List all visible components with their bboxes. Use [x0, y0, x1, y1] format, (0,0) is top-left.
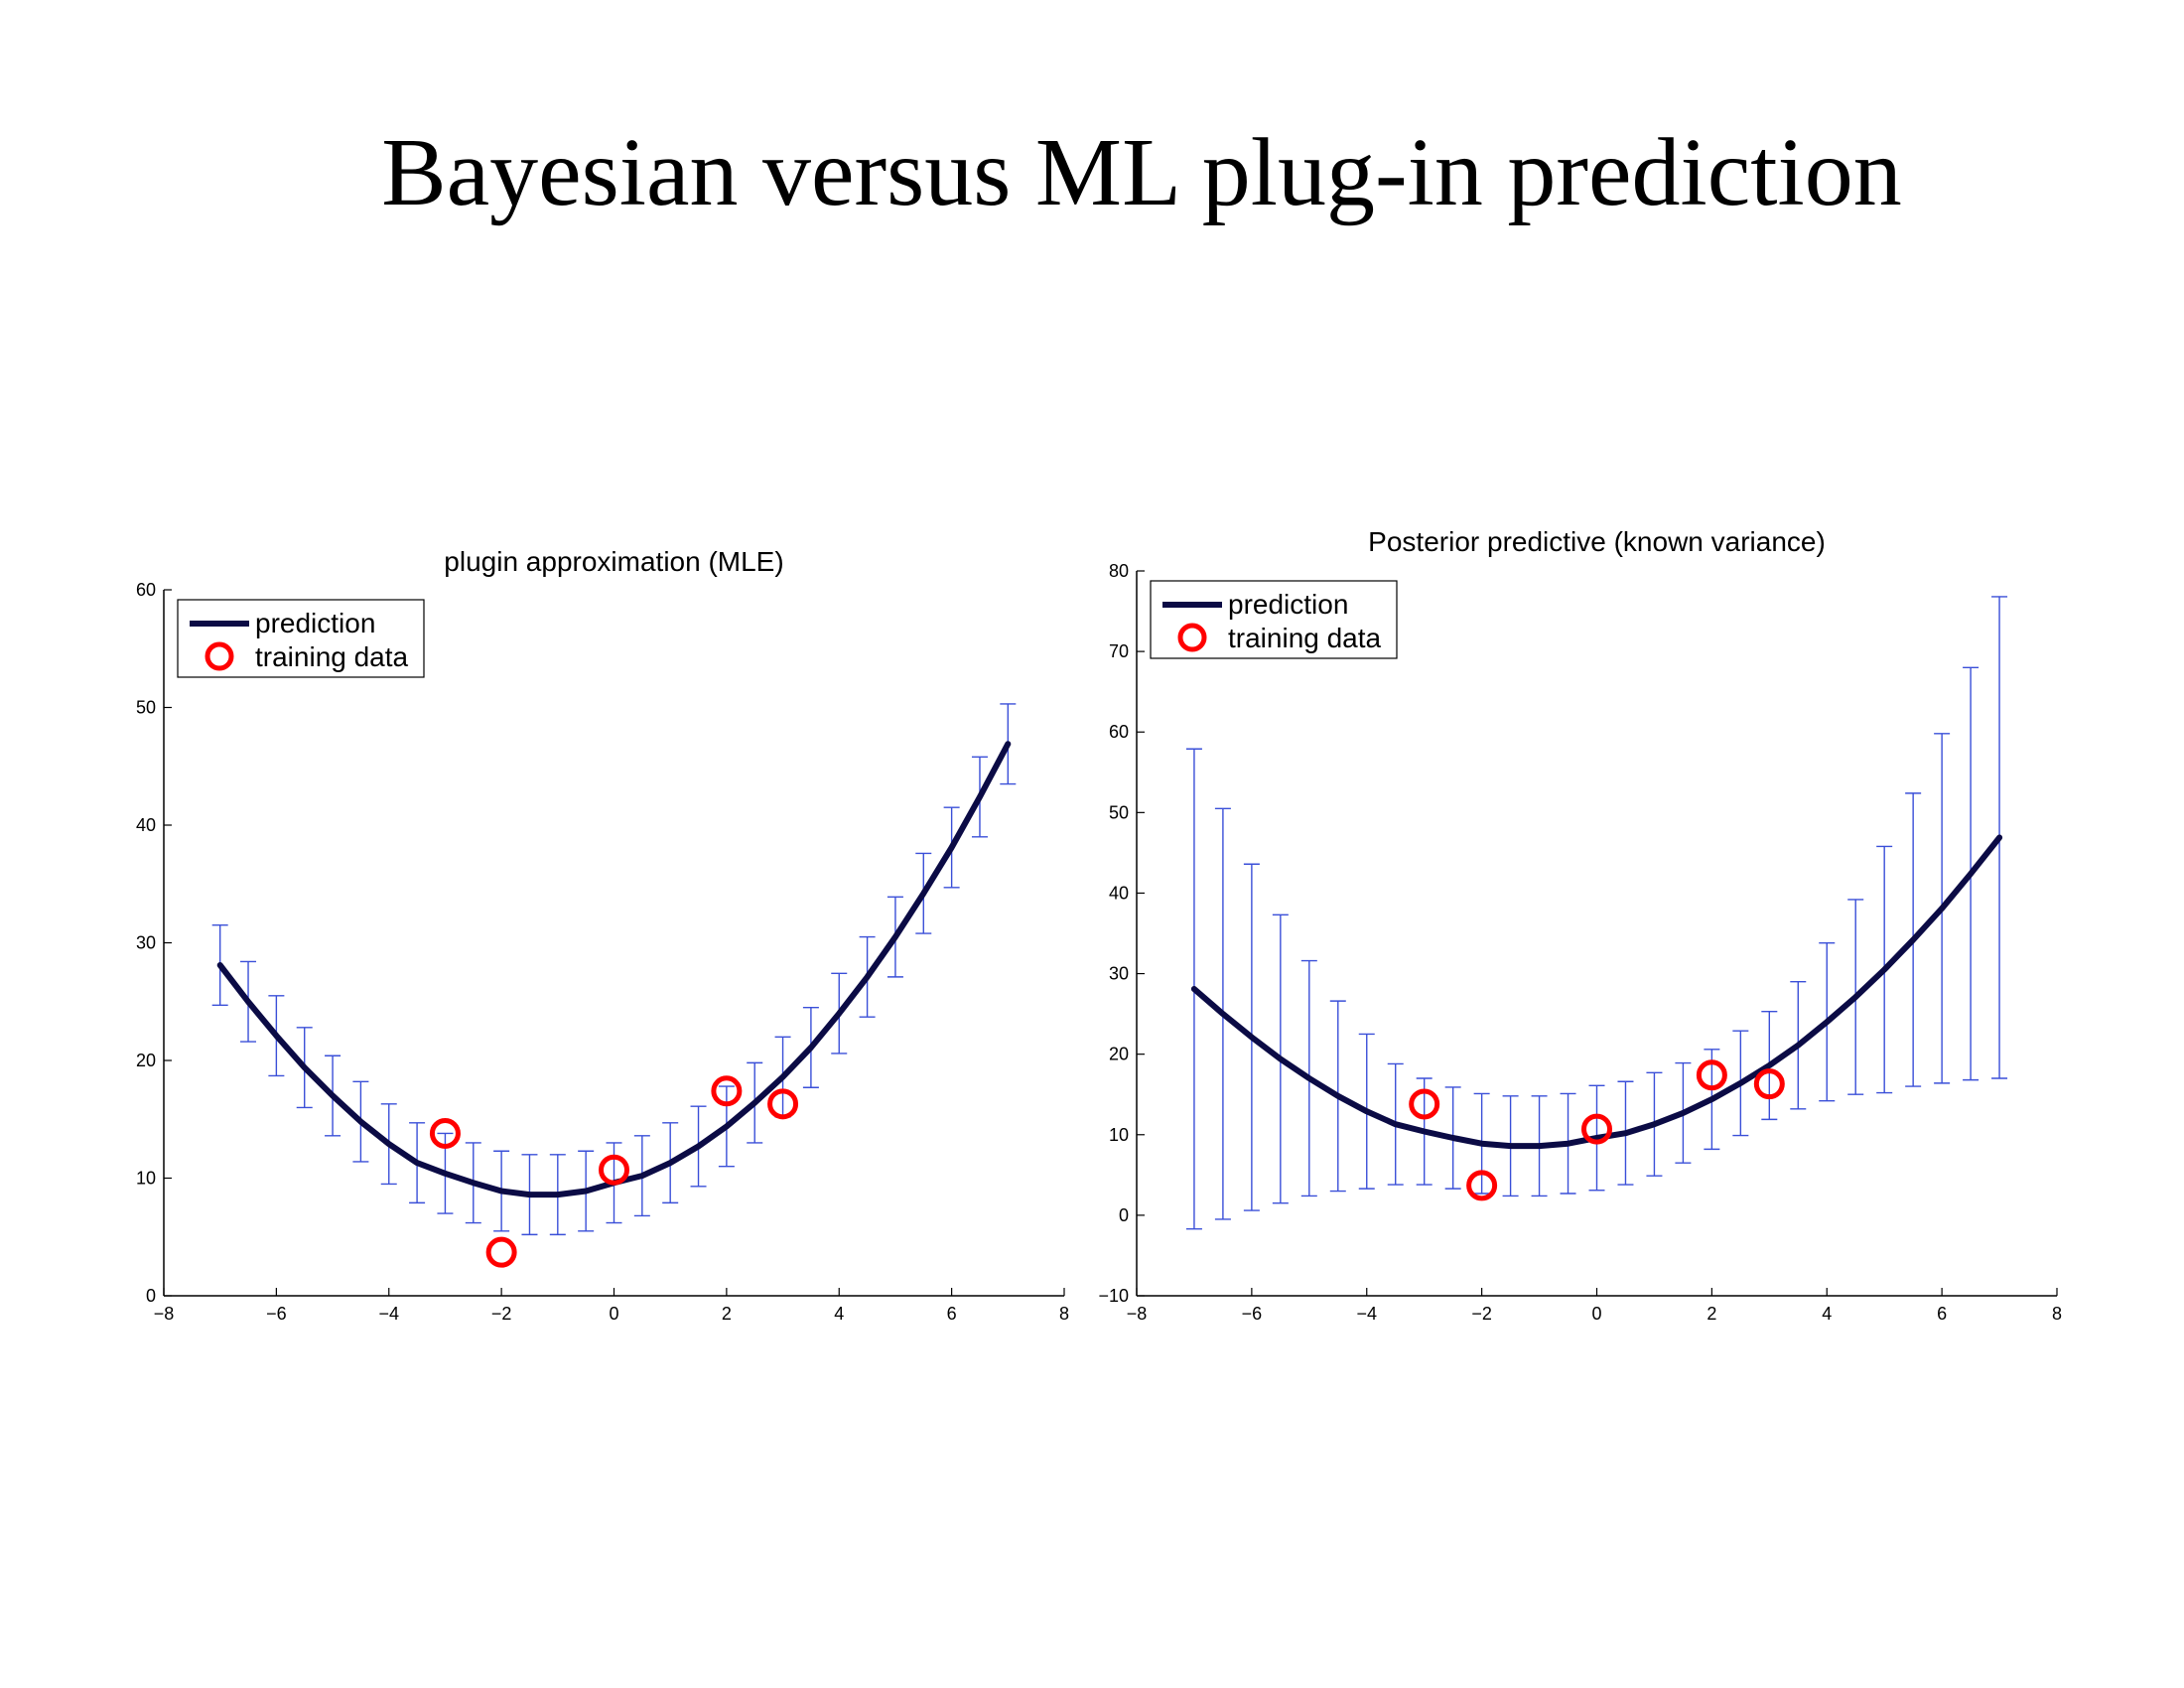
legend-label-training-data: training data	[1228, 623, 1382, 653]
x-tick-label: 6	[947, 1304, 957, 1324]
y-tick-label: 50	[136, 698, 156, 718]
x-tick-label: 2	[722, 1304, 732, 1324]
y-tick-label: 50	[1109, 802, 1129, 822]
y-tick-label: 10	[1109, 1125, 1129, 1145]
training-data-point	[429, 1117, 461, 1149]
legend-box	[1150, 580, 1398, 659]
x-tick-label: 4	[834, 1304, 844, 1324]
chart-title: Posterior predictive (known variance)	[1368, 526, 1826, 557]
x-tick-label: 0	[609, 1304, 618, 1324]
legend-label-training-data: training data	[255, 641, 409, 672]
legend-circle-swatch	[205, 641, 234, 671]
legend-label-prediction: prediction	[1228, 589, 1348, 620]
y-tick-label: 70	[1109, 641, 1129, 661]
legend-box	[177, 599, 425, 678]
x-tick-label: −6	[266, 1304, 287, 1324]
x-tick-label: 2	[1706, 1304, 1716, 1324]
training-data-point	[1409, 1088, 1440, 1120]
training-data-point	[485, 1236, 517, 1268]
y-tick-label: 30	[136, 933, 156, 953]
x-tick-label: −2	[1471, 1304, 1492, 1324]
x-tick-label: −4	[378, 1304, 399, 1324]
training-data-point	[1581, 1113, 1612, 1145]
x-tick-label: 8	[1059, 1304, 1069, 1324]
training-data-point	[711, 1075, 743, 1107]
x-tick-label: 0	[1591, 1304, 1601, 1324]
legend-circle-swatch	[1177, 623, 1207, 652]
x-tick-label: −8	[154, 1304, 175, 1324]
training-data-point	[1466, 1170, 1498, 1201]
training-data-point	[599, 1154, 629, 1186]
y-tick-label: 0	[146, 1286, 156, 1306]
training-data-point	[767, 1088, 799, 1120]
x-tick-label: −2	[491, 1304, 512, 1324]
training-data-point	[1696, 1059, 1727, 1091]
y-tick-label: 0	[1119, 1205, 1129, 1225]
y-tick-label: 80	[1109, 561, 1129, 581]
y-tick-label: 40	[136, 815, 156, 835]
x-tick-label: −4	[1356, 1304, 1377, 1324]
y-tick-label: 30	[1109, 964, 1129, 984]
y-tick-label: −10	[1098, 1286, 1129, 1306]
y-tick-label: 60	[1109, 722, 1129, 742]
x-tick-label: 4	[1822, 1304, 1832, 1324]
x-tick-label: −8	[1127, 1304, 1148, 1324]
x-tick-label: 6	[1937, 1304, 1947, 1324]
y-tick-label: 40	[1109, 883, 1129, 903]
chart-title: plugin approximation (MLE)	[444, 546, 783, 577]
prediction-line	[1190, 834, 2003, 1150]
slide-title: Bayesian versus ML plug-in prediction	[381, 119, 1902, 226]
y-tick-label: 20	[136, 1051, 156, 1070]
y-tick-label: 20	[1109, 1045, 1129, 1064]
legend-label-prediction: prediction	[255, 608, 375, 638]
y-tick-label: 60	[136, 580, 156, 600]
x-tick-label: −6	[1242, 1304, 1263, 1324]
x-tick-label: 8	[2052, 1304, 2062, 1324]
training-data-point	[1753, 1068, 1785, 1100]
y-tick-label: 10	[136, 1169, 156, 1189]
